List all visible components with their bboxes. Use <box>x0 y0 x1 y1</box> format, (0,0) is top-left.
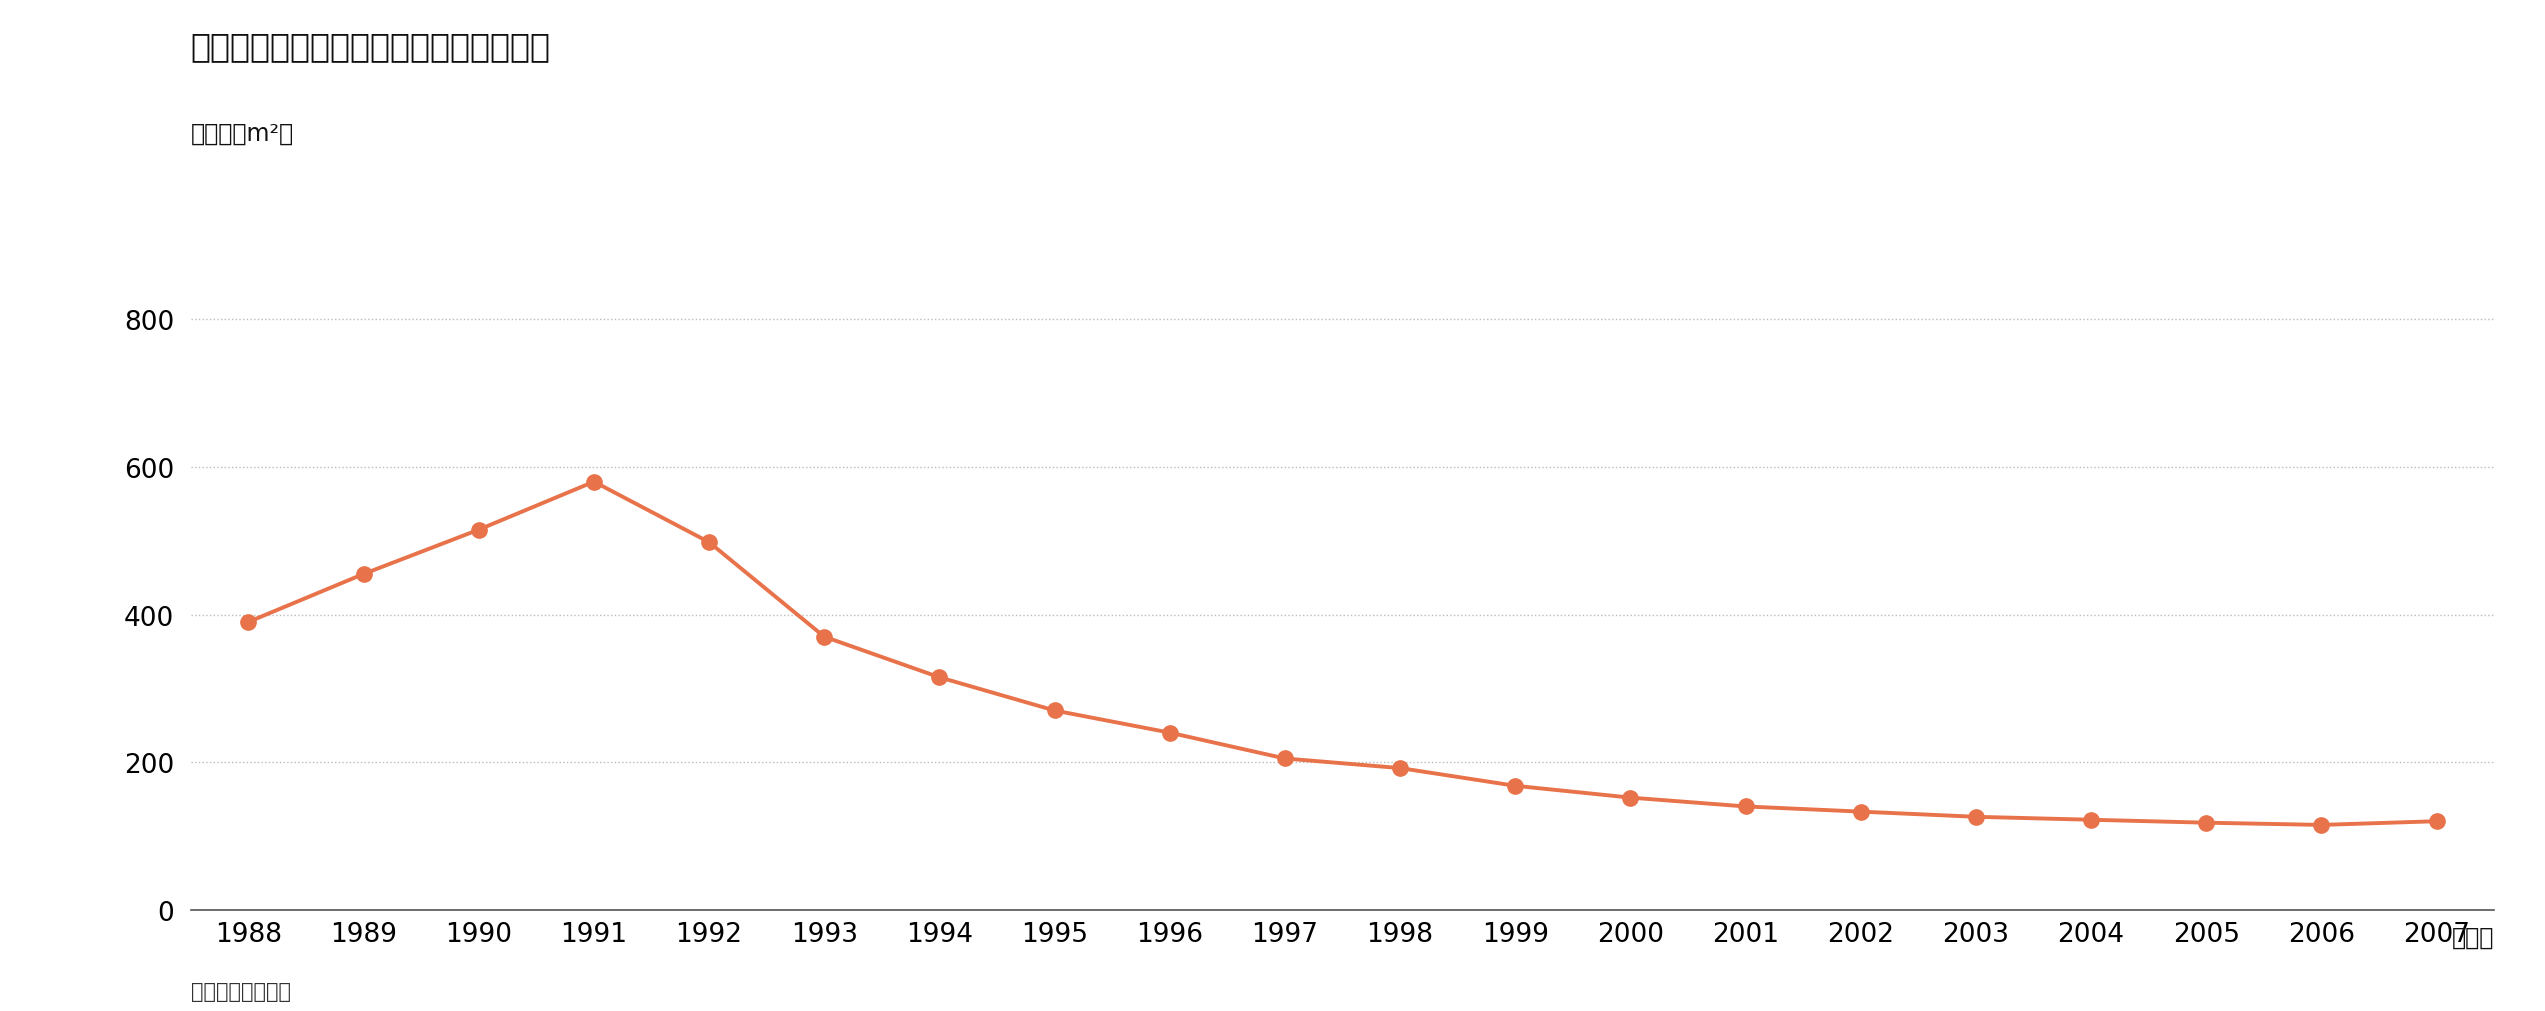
Text: （千円／m²）: （千円／m²） <box>191 121 295 146</box>
Text: （年）: （年） <box>2451 925 2494 949</box>
Text: 千葉県の平均公示価格（全用途）の推移: 千葉県の平均公示価格（全用途）の推移 <box>191 30 550 64</box>
Text: 出典：国土交通省: 出典：国土交通省 <box>191 981 290 1001</box>
